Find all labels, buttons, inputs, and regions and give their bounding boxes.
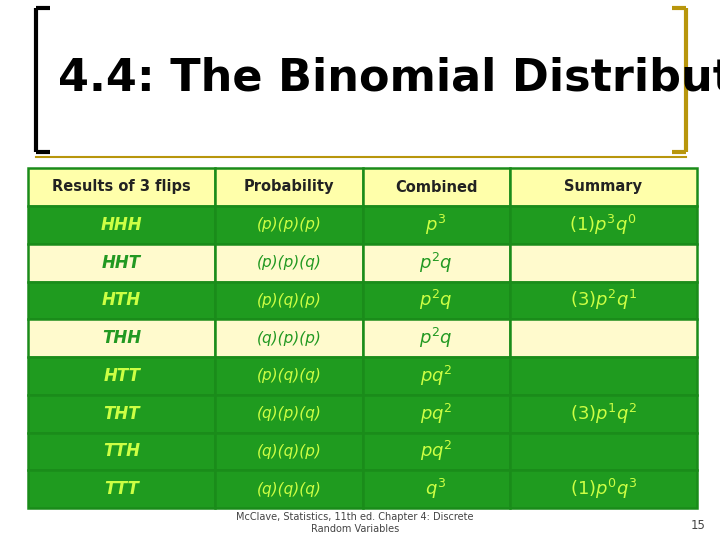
Text: $pq^2$: $pq^2$ (420, 440, 452, 463)
FancyBboxPatch shape (28, 433, 215, 470)
FancyBboxPatch shape (28, 244, 215, 281)
Text: THH: THH (102, 329, 141, 347)
Text: THT: THT (104, 404, 140, 423)
Text: (q)(p)(p): (q)(p)(p) (256, 330, 321, 346)
FancyBboxPatch shape (362, 244, 510, 281)
FancyBboxPatch shape (510, 319, 697, 357)
Text: Summary: Summary (564, 179, 642, 194)
Text: $pq^2$: $pq^2$ (420, 364, 452, 388)
FancyBboxPatch shape (28, 470, 215, 508)
Text: Results of 3 flips: Results of 3 flips (53, 179, 191, 194)
FancyBboxPatch shape (215, 168, 362, 206)
Text: (q)(q)(q): (q)(q)(q) (256, 482, 321, 497)
FancyBboxPatch shape (28, 319, 215, 357)
Text: (p)(p)(p): (p)(p)(p) (256, 218, 321, 232)
Text: HTH: HTH (102, 292, 141, 309)
FancyBboxPatch shape (510, 244, 697, 281)
FancyBboxPatch shape (28, 206, 215, 244)
FancyBboxPatch shape (215, 206, 362, 244)
Text: HHH: HHH (101, 216, 143, 234)
Text: $q^3$: $q^3$ (426, 477, 446, 501)
FancyBboxPatch shape (362, 433, 510, 470)
FancyBboxPatch shape (28, 281, 215, 319)
FancyBboxPatch shape (362, 395, 510, 433)
Text: 4.4: The Binomial Distribution: 4.4: The Binomial Distribution (58, 57, 720, 99)
Text: 15: 15 (691, 519, 706, 532)
FancyBboxPatch shape (215, 395, 362, 433)
FancyBboxPatch shape (215, 319, 362, 357)
Text: TTT: TTT (104, 480, 139, 498)
FancyBboxPatch shape (362, 206, 510, 244)
FancyBboxPatch shape (510, 281, 697, 319)
FancyBboxPatch shape (28, 168, 215, 206)
FancyBboxPatch shape (362, 281, 510, 319)
Text: $(1)p^0q^3$: $(1)p^0q^3$ (570, 477, 637, 501)
FancyBboxPatch shape (215, 357, 362, 395)
Text: $p^2q$: $p^2q$ (419, 251, 453, 275)
FancyBboxPatch shape (215, 281, 362, 319)
FancyBboxPatch shape (362, 168, 510, 206)
Text: $(3)p^2q^1$: $(3)p^2q^1$ (570, 288, 637, 313)
FancyBboxPatch shape (510, 470, 697, 508)
Text: $p^3$: $p^3$ (426, 213, 446, 237)
Text: TTH: TTH (103, 442, 140, 461)
Text: (p)(q)(q): (p)(q)(q) (256, 368, 321, 383)
Text: $pq^2$: $pq^2$ (420, 402, 452, 426)
FancyBboxPatch shape (215, 244, 362, 281)
Text: $(3)p^1q^2$: $(3)p^1q^2$ (570, 402, 637, 426)
FancyBboxPatch shape (510, 357, 697, 395)
Text: (q)(q)(p): (q)(q)(p) (256, 444, 321, 459)
FancyBboxPatch shape (362, 319, 510, 357)
Text: $p^2q$: $p^2q$ (419, 326, 453, 350)
FancyBboxPatch shape (28, 395, 215, 433)
FancyBboxPatch shape (28, 357, 215, 395)
FancyBboxPatch shape (215, 433, 362, 470)
Text: (p)(q)(p): (p)(q)(p) (256, 293, 321, 308)
Text: (q)(p)(q): (q)(p)(q) (256, 406, 321, 421)
FancyBboxPatch shape (510, 168, 697, 206)
Text: $(1)p^3q^0$: $(1)p^3q^0$ (570, 213, 637, 237)
Text: McClave, Statistics, 11th ed. Chapter 4: Discrete
Random Variables: McClave, Statistics, 11th ed. Chapter 4:… (236, 512, 474, 534)
FancyBboxPatch shape (362, 470, 510, 508)
FancyBboxPatch shape (362, 357, 510, 395)
Text: Probability: Probability (243, 179, 334, 194)
FancyBboxPatch shape (510, 395, 697, 433)
FancyBboxPatch shape (215, 470, 362, 508)
FancyBboxPatch shape (510, 433, 697, 470)
Text: (p)(p)(q): (p)(p)(q) (256, 255, 321, 270)
Text: HTT: HTT (103, 367, 140, 385)
FancyBboxPatch shape (510, 206, 697, 244)
Text: Combined: Combined (395, 179, 477, 194)
Text: HHT: HHT (102, 254, 141, 272)
Text: $p^2q$: $p^2q$ (419, 288, 453, 313)
